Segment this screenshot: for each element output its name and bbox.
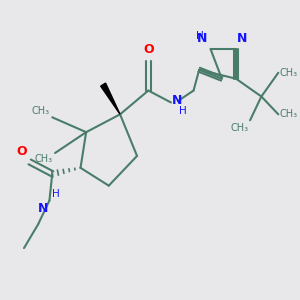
Text: H: H	[196, 31, 203, 41]
Text: N: N	[197, 32, 208, 45]
Polygon shape	[101, 83, 120, 114]
Text: CH₃: CH₃	[31, 106, 50, 116]
Text: H: H	[179, 106, 187, 116]
Text: CH₃: CH₃	[280, 68, 298, 78]
Text: N: N	[38, 202, 48, 215]
Text: H: H	[52, 189, 60, 199]
Text: O: O	[16, 145, 27, 158]
Text: CH₃: CH₃	[34, 154, 52, 164]
Text: N: N	[237, 32, 248, 45]
Text: N: N	[172, 94, 183, 107]
Text: O: O	[143, 44, 154, 56]
Text: CH₃: CH₃	[230, 123, 249, 133]
Text: CH₃: CH₃	[280, 109, 298, 119]
